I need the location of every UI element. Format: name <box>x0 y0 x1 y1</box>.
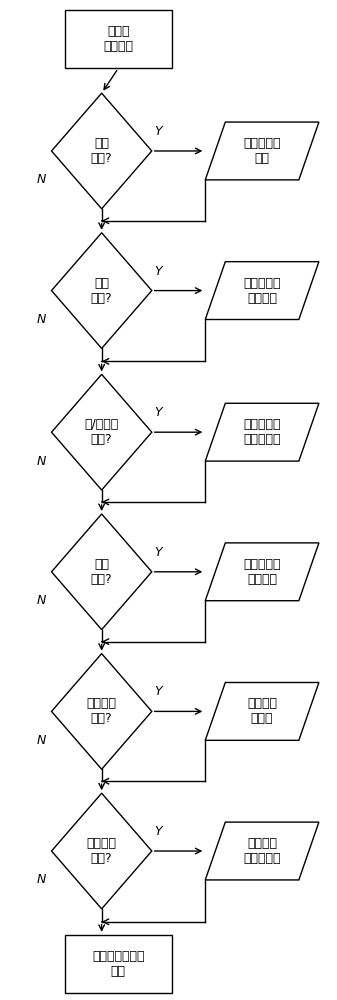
Text: 加载随机馈
相补偿码: 加载随机馈 相补偿码 <box>243 277 281 305</box>
Text: Y: Y <box>155 546 162 559</box>
Text: 波控码
配相运算: 波控码 配相运算 <box>103 25 133 53</box>
Text: 加载天馈线
相位补偿码: 加载天馈线 相位补偿码 <box>243 418 281 446</box>
Text: N: N <box>37 173 47 186</box>
Text: 加载初始
相位补偿码: 加载初始 相位补偿码 <box>243 837 281 865</box>
Text: 加载波束
赋行码: 加载波束 赋行码 <box>247 697 277 725</box>
Text: 随机
锁相?: 随机 锁相? <box>91 277 113 305</box>
Text: Y: Y <box>155 685 162 698</box>
Text: N: N <box>37 594 47 607</box>
Text: 频率
捷变?: 频率 捷变? <box>91 137 113 165</box>
FancyBboxPatch shape <box>65 10 172 68</box>
Polygon shape <box>205 403 319 461</box>
Text: N: N <box>37 455 47 468</box>
Polygon shape <box>52 93 152 209</box>
Text: N: N <box>37 734 47 747</box>
Text: 初始相位
补偿?: 初始相位 补偿? <box>87 837 117 865</box>
Text: 波束形状
捷变?: 波束形状 捷变? <box>87 697 117 725</box>
Polygon shape <box>205 822 319 880</box>
Text: Y: Y <box>155 825 162 838</box>
Text: N: N <box>37 313 47 326</box>
Polygon shape <box>52 654 152 769</box>
Text: 近场
测试?: 近场 测试? <box>91 558 113 586</box>
Text: 加载频率捷
变码: 加载频率捷 变码 <box>243 137 281 165</box>
FancyBboxPatch shape <box>65 935 172 993</box>
Text: N: N <box>37 873 47 886</box>
Text: Y: Y <box>155 125 162 138</box>
Polygon shape <box>52 374 152 490</box>
Text: 加载球面波
波补偿码: 加载球面波 波补偿码 <box>243 558 281 586</box>
Polygon shape <box>205 262 319 320</box>
Polygon shape <box>52 233 152 348</box>
Polygon shape <box>205 543 319 601</box>
Polygon shape <box>52 514 152 630</box>
Text: 阵列单元波控码
传输: 阵列单元波控码 传输 <box>92 950 145 978</box>
Polygon shape <box>205 122 319 180</box>
Polygon shape <box>205 682 319 740</box>
Text: Y: Y <box>155 406 162 419</box>
Polygon shape <box>52 793 152 909</box>
Text: 低/超低瓣
副瓣?: 低/超低瓣 副瓣? <box>85 418 119 446</box>
Text: Y: Y <box>155 265 162 278</box>
